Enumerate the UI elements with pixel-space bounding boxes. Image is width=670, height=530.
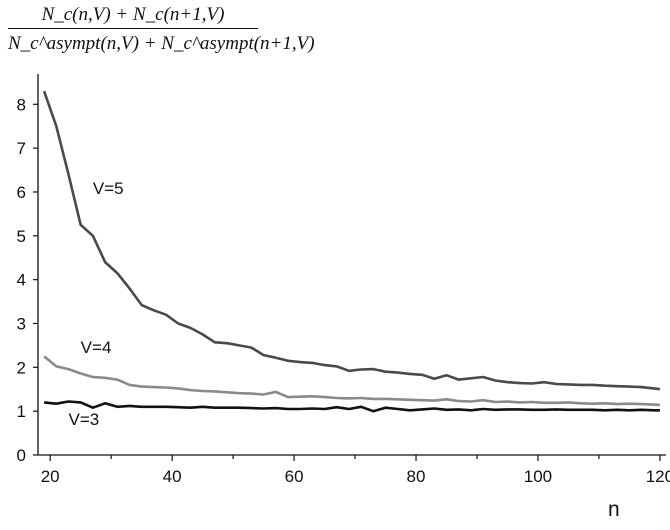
y-axis-label-denominator: N_c^asympt(n,V) + N_c^asympt(n+1,V) (8, 28, 315, 57)
axes-layer: 0 1 2 3 4 5 6 7 8 20 40 60 80 100 120 (17, 74, 670, 486)
x-axis-label: n (608, 498, 620, 521)
y-tick-label: 5 (17, 227, 26, 246)
annotation-layer: V=5 V=4 V=3 (68, 179, 123, 429)
y-tick-label: 6 (17, 183, 26, 202)
x-tick-label: 40 (163, 467, 182, 486)
x-tick-label: 20 (41, 467, 60, 486)
x-tick-label: 100 (524, 467, 552, 486)
y-tick-label: 2 (17, 358, 26, 377)
y-tick-label: 4 (17, 271, 26, 290)
series-label: V=3 (68, 410, 99, 429)
x-tick-label: 60 (285, 467, 304, 486)
series-line-v3 (43, 400, 660, 413)
y-tick-label: 1 (17, 402, 26, 421)
y-axis-label-numerator: N_c(n,V) + N_c(n+1,V) (41, 4, 225, 25)
y-axis-label: N_c(n,V) + N_c(n+1,V) N_c^asympt(n,V) + … (8, 2, 315, 66)
x-tick-label: 120 (646, 467, 670, 486)
x-tick-label: 80 (407, 467, 426, 486)
series-label: V=5 (93, 179, 124, 198)
y-tick-label: 0 (17, 446, 26, 465)
series-line-v5 (42, 90, 661, 391)
series-label: V=4 (81, 338, 112, 357)
series-layer (42, 90, 661, 413)
series-line-v4 (43, 355, 660, 407)
y-tick-label: 8 (17, 95, 26, 114)
y-tick-label: 3 (17, 314, 26, 333)
y-tick-label: 7 (17, 139, 26, 158)
